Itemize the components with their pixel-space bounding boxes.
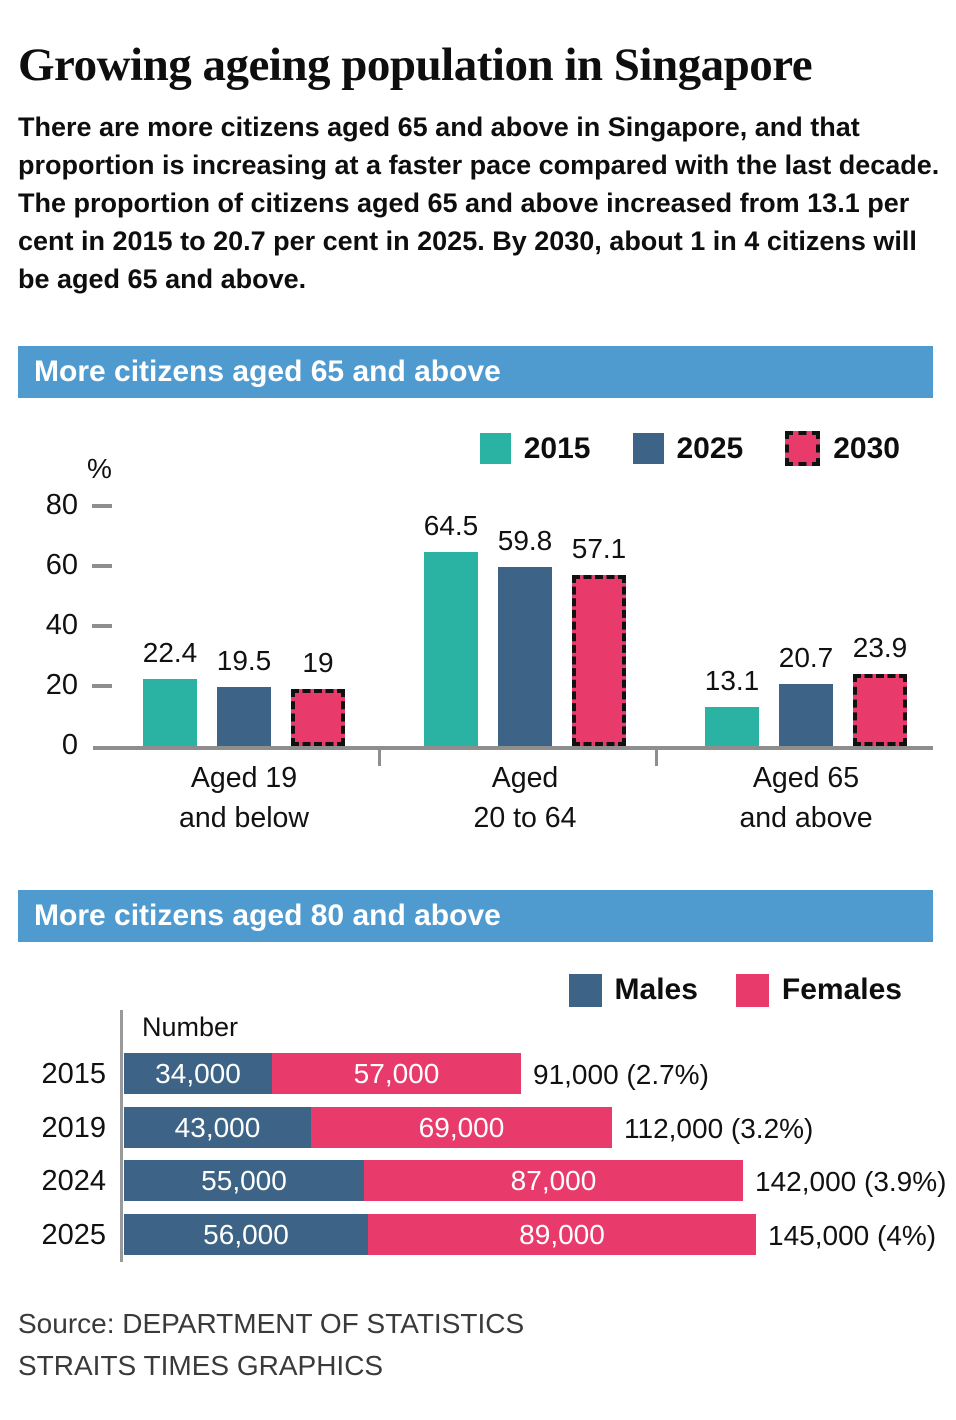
- y-tick-label: 60: [45, 549, 78, 581]
- bar-value-label: 20.7: [778, 642, 834, 673]
- females-segment-label: 89,000: [519, 1219, 605, 1250]
- chart2-legend: Males Females: [568, 973, 902, 1007]
- males-bar-segment: 34,000: [124, 1053, 272, 1094]
- chart1-legend: 2015 2025 2030: [479, 431, 900, 466]
- males-segment-label: 55,000: [201, 1165, 287, 1196]
- category-label: Aged 20 to 64: [473, 762, 577, 834]
- bar-value-label: 57.1: [571, 533, 627, 564]
- bar-2015: [705, 707, 759, 746]
- total-label: 91,000 (2.7%): [533, 1059, 709, 1090]
- chart1-header-label: More citizens aged 65 and above: [34, 355, 501, 388]
- year-label: 2024: [41, 1165, 106, 1197]
- legend-item-2025: 2025: [632, 431, 744, 466]
- legend-swatch-males: [568, 973, 602, 1007]
- bar-value-label: 19.5: [216, 645, 272, 676]
- value-axis-line: [120, 1010, 123, 1262]
- females-bar-segment: 57,000: [272, 1053, 521, 1094]
- total-label: 142,000 (3.9%): [755, 1166, 947, 1197]
- year-label: 2019: [41, 1112, 106, 1144]
- females-bar-segment: 69,000: [311, 1107, 612, 1148]
- males-segment-label: 56,000: [203, 1219, 289, 1250]
- males-bar-segment: 56,000: [124, 1214, 368, 1255]
- bar-value-label: 19: [302, 647, 334, 678]
- bar-value-label: 13.1: [704, 665, 760, 696]
- x-axis-tick: [655, 750, 658, 766]
- legend-label-2015: 2015: [523, 431, 591, 465]
- y-tick-label: 20: [45, 669, 78, 701]
- females-bar-segment: 87,000: [364, 1160, 743, 1201]
- y-tick-mark: [92, 684, 112, 688]
- chart1-header: More citizens aged 65 and above: [18, 346, 933, 398]
- y-tick-label: 40: [45, 609, 78, 641]
- legend-label-males: Males: [614, 973, 698, 1006]
- bar-value-label: 23.9: [852, 632, 908, 663]
- y-tick-label: 0: [61, 729, 78, 761]
- x-axis-tick: [378, 750, 381, 766]
- bar-2030: [291, 689, 345, 746]
- value-axis-label: Number: [142, 1012, 239, 1042]
- bar-2025: [217, 687, 271, 746]
- bar-2015: [143, 679, 197, 746]
- y-tick-mark: [92, 504, 112, 508]
- y-tick-label: 80: [45, 489, 78, 521]
- females-segment-label: 57,000: [353, 1058, 440, 1089]
- legend-item-males: Males: [568, 973, 698, 1007]
- y-axis-unit-label: %: [87, 453, 112, 484]
- males-segment-label: 34,000: [155, 1058, 241, 1089]
- females-segment-label: 69,000: [418, 1112, 505, 1143]
- legend-label-2030: 2030: [833, 431, 900, 465]
- females-bar-segment: 89,000: [368, 1214, 756, 1255]
- legend-label-2025: 2025: [676, 431, 744, 465]
- legend-swatch-2015: [479, 433, 511, 464]
- legend-swatch-2030: [785, 431, 821, 466]
- legend-swatch-females: [735, 973, 769, 1007]
- category-label: Aged 65 and above: [739, 762, 873, 834]
- legend-item-females: Females: [735, 973, 902, 1007]
- bar-2025: [779, 684, 833, 746]
- x-axis-line: [93, 746, 933, 750]
- intro-paragraph: There are more citizens aged 65 and abov…: [18, 112, 940, 294]
- males-segment-label: 43,000: [174, 1112, 261, 1143]
- total-label: 145,000 (4%): [768, 1220, 937, 1251]
- females-segment-label: 87,000: [510, 1165, 597, 1196]
- year-label: 2015: [41, 1058, 106, 1090]
- legend-swatch-2025: [632, 433, 664, 464]
- males-bar-segment: 43,000: [124, 1107, 311, 1148]
- chart2-header-label: More citizens aged 80 and above: [34, 899, 501, 932]
- year-label: 2025: [41, 1219, 106, 1251]
- bar-value-label: 59.8: [497, 525, 553, 556]
- total-label: 112,000 (3.2%): [624, 1113, 814, 1144]
- bar-value-label: 22.4: [142, 637, 198, 668]
- bar-2015: [424, 552, 478, 746]
- legend-label-females: Females: [781, 973, 902, 1006]
- bar-2030: [572, 575, 626, 746]
- source-line: Source: DEPARTMENT OF STATISTICS: [18, 1308, 525, 1339]
- males-bar-segment: 55,000: [124, 1160, 364, 1201]
- chart2-header: More citizens aged 80 and above: [18, 890, 933, 942]
- y-tick-mark: [92, 564, 112, 568]
- bar-value-label: 64.5: [423, 510, 479, 541]
- y-tick-mark: [92, 624, 112, 628]
- page-title: Growing ageing population in Singapore: [18, 39, 813, 91]
- bar-2030: [853, 674, 907, 746]
- bar-2025: [498, 567, 552, 746]
- category-label: Aged 19 and below: [179, 762, 309, 834]
- credit-line: STRAITS TIMES GRAPHICS: [18, 1350, 384, 1381]
- legend-item-2015: 2015: [479, 431, 591, 466]
- legend-item-2030: 2030: [785, 431, 900, 466]
